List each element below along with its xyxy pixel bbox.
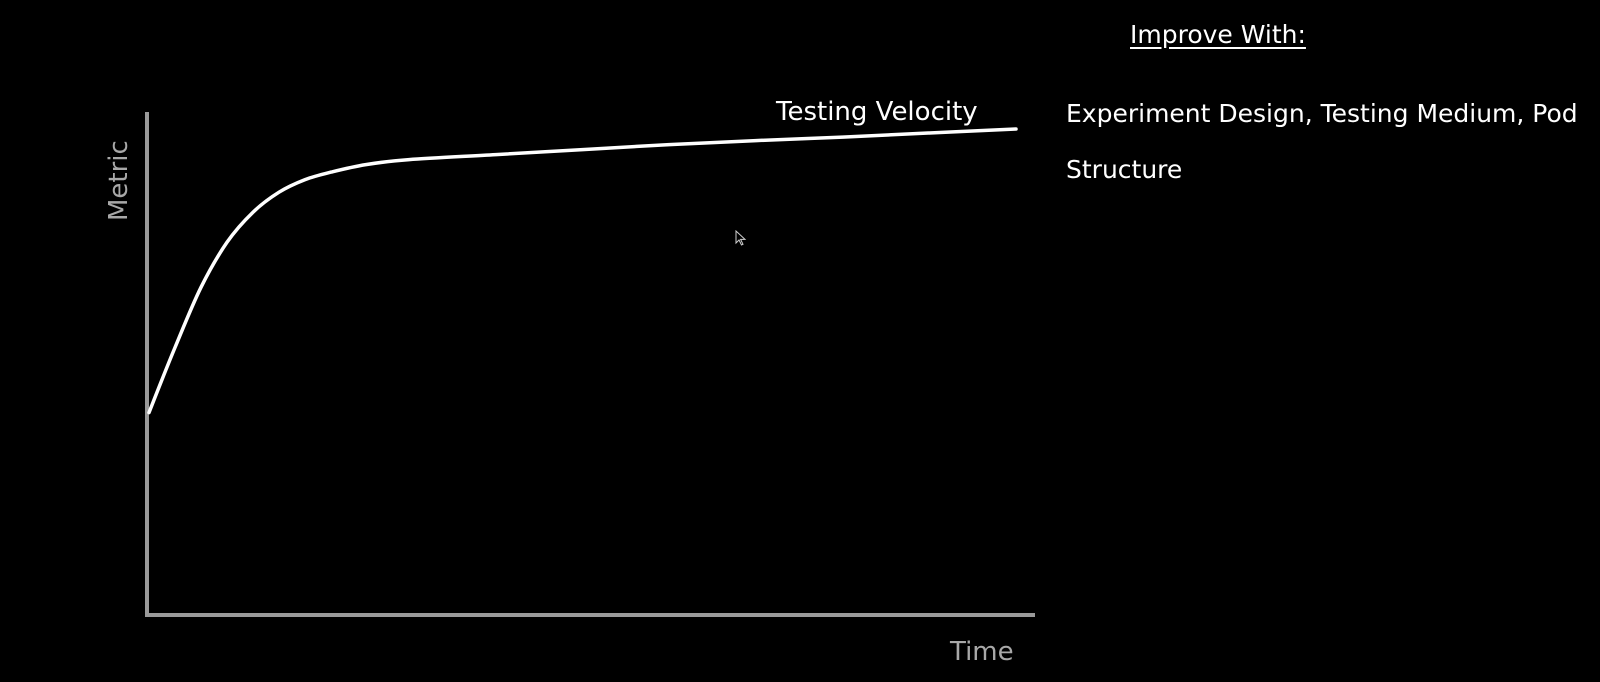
series-line-testing-velocity [147,127,1018,415]
x-axis-label: Time [949,637,1014,667]
series-label-testing-velocity: Testing Velocity [775,97,978,127]
panel-heading: Improve With: [1130,20,1306,49]
chart: Testing Velocity Time Metric [104,97,1035,667]
mouse-pointer-icon [735,230,747,246]
panel-body-text: Experiment Design, Testing Medium, Pod S… [1066,99,1578,184]
y-axis-label: Metric [104,140,134,221]
